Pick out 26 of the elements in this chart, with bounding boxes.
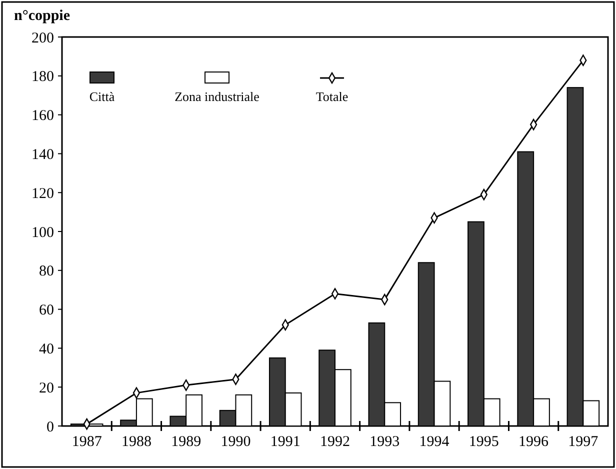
y-tick-label: 100 [32,224,54,241]
y-tick-label: 80 [39,264,54,280]
x-tick-label: 1987 [72,434,102,450]
x-tick-label: 1996 [518,434,550,450]
y-tick-label: 20 [39,380,54,396]
y-tick-label: 0 [46,419,54,436]
legend-label: Totale [316,89,348,104]
y-tick-label: 180 [32,69,54,86]
x-tick-label: 1994 [419,434,450,450]
x-tick-label: 1989 [171,434,202,450]
x-tick-label: 1995 [468,434,499,450]
legend-label: Zona industriale [174,89,260,104]
x-tick-label: 1993 [370,434,400,450]
y-tick-label: 60 [39,302,54,319]
x-tick-label: 1991 [270,434,300,450]
x-tick-label: 1990 [220,434,251,450]
y-tick-label: 140 [32,146,54,163]
x-tick-label: 1992 [320,434,350,450]
y-tick-label: 120 [32,186,54,202]
x-tick-label: 1988 [121,434,152,450]
y-tick-label: 200 [32,30,54,46]
y-tick-label: 160 [32,108,54,124]
legend-label: Città [89,89,115,104]
y-tick-label: 40 [39,341,54,358]
x-tick-label: 1997 [568,434,599,450]
y-axis-title: n°coppie [14,8,70,24]
